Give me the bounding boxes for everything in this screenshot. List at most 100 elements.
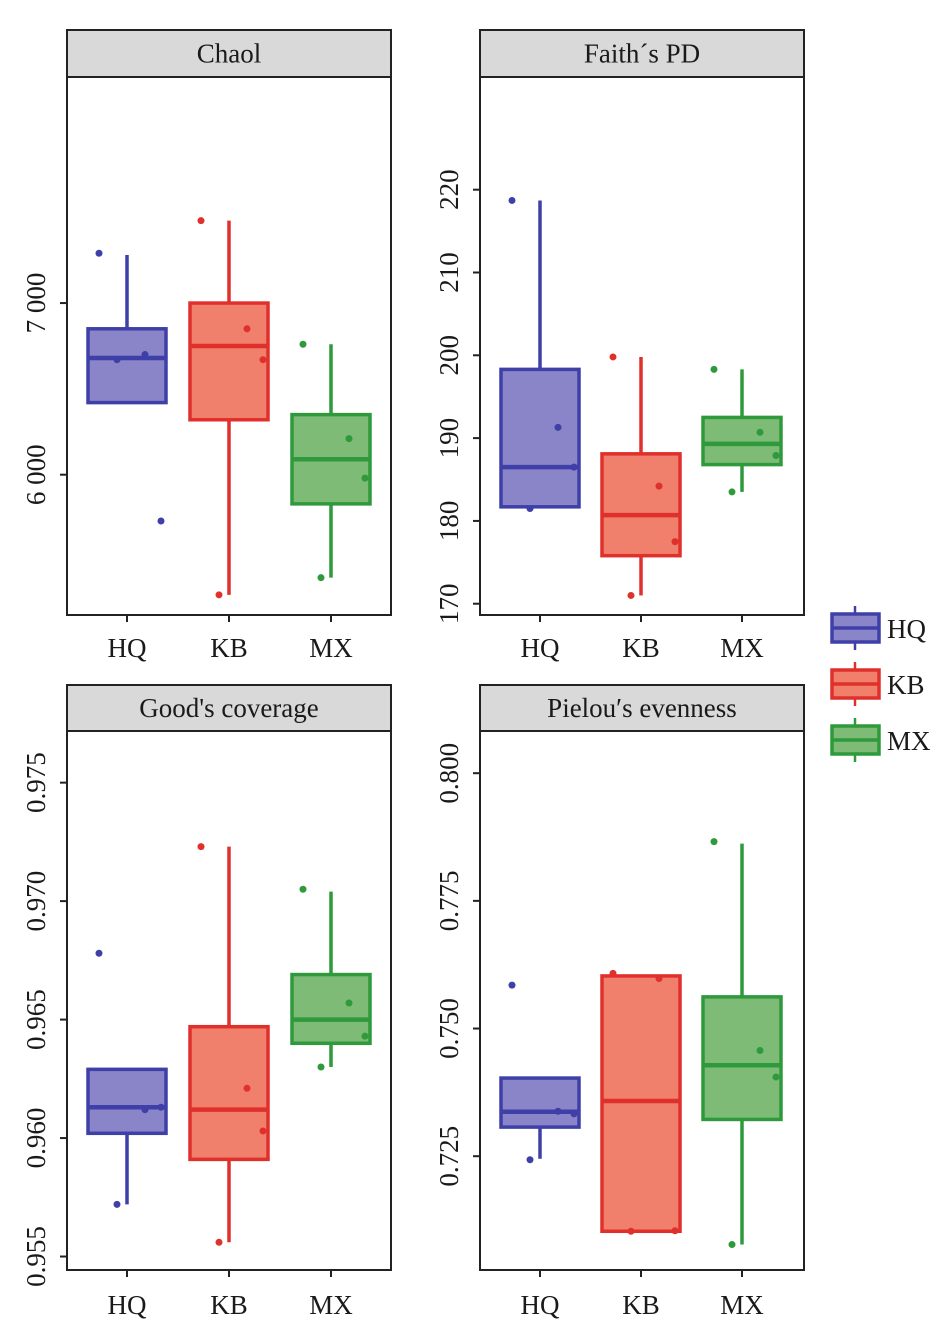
data-point xyxy=(215,591,223,599)
x-tick-label: MX xyxy=(720,633,764,663)
data-point xyxy=(361,474,369,482)
y-tick-label: 0.975 xyxy=(21,752,51,813)
data-point xyxy=(157,517,165,525)
box-HQ xyxy=(86,949,168,1208)
data-point xyxy=(710,838,718,846)
data-point xyxy=(756,428,764,436)
y-tick-label: 0.965 xyxy=(21,989,51,1050)
box-iqr xyxy=(499,1076,581,1129)
x-tick-label: MX xyxy=(309,1290,353,1320)
y-tick-label: 0.750 xyxy=(434,998,464,1059)
panel-title: Faith´s PD xyxy=(584,39,700,69)
box-KB xyxy=(188,843,270,1246)
box-MX xyxy=(701,365,783,496)
legend-item-MX: MX xyxy=(830,718,931,762)
y-tick-label: 6 000 xyxy=(21,444,51,505)
x-tick-label: KB xyxy=(210,1290,248,1320)
data-point xyxy=(627,591,635,599)
panel-title: Good's coverage xyxy=(139,693,319,723)
x-tick-label: KB xyxy=(622,633,660,663)
y-tick-label: 220 xyxy=(434,169,464,210)
box-HQ xyxy=(86,249,168,525)
x-tick-label: HQ xyxy=(521,1290,560,1320)
x-tick-label: HQ xyxy=(108,1290,147,1320)
data-point xyxy=(655,974,663,982)
box-HQ xyxy=(499,981,581,1164)
x-tick-label: KB xyxy=(622,1290,660,1320)
data-point xyxy=(554,423,562,431)
box-KB xyxy=(600,969,682,1235)
data-point xyxy=(141,1106,149,1114)
data-point xyxy=(215,1238,223,1246)
data-point xyxy=(756,1046,764,1054)
data-point xyxy=(609,353,617,361)
data-point xyxy=(361,1032,369,1040)
box-MX xyxy=(290,340,372,582)
y-tick-label: 0.955 xyxy=(21,1226,51,1287)
data-point xyxy=(243,325,251,333)
data-point xyxy=(259,1127,267,1135)
data-point xyxy=(508,196,516,204)
legend-label: KB xyxy=(887,670,925,700)
data-point xyxy=(317,1063,325,1071)
y-tick-label: 7 000 xyxy=(21,273,51,334)
legend: HQ KB MX xyxy=(830,606,931,762)
box-iqr xyxy=(701,415,783,467)
y-tick-label: 0.970 xyxy=(21,871,51,932)
data-point xyxy=(772,1073,780,1081)
y-tick-label: 180 xyxy=(434,501,464,542)
data-point xyxy=(197,843,205,851)
y-tick-label: 170 xyxy=(434,583,464,624)
box-iqr xyxy=(499,367,581,509)
panel-title: Pielou′s evenness xyxy=(547,693,737,723)
y-tick-label: 190 xyxy=(434,418,464,459)
data-point xyxy=(259,356,267,364)
data-point xyxy=(317,574,325,582)
panel-2: Good's coverage 0.955 0.960 0.965 0.970 0.975… xyxy=(21,684,392,1320)
y-tick-label: 200 xyxy=(434,335,464,376)
data-point xyxy=(113,1200,121,1208)
data-point xyxy=(345,435,353,443)
box-KB xyxy=(188,217,270,599)
data-point xyxy=(570,1110,578,1118)
box-iqr xyxy=(86,1067,168,1136)
data-point xyxy=(554,1107,562,1115)
data-point xyxy=(772,451,780,459)
data-point xyxy=(197,217,205,225)
data-point xyxy=(526,504,534,512)
y-tick-label: 210 xyxy=(434,252,464,293)
panel-0: Chaol 6 000 7 000 HQ KB MX xyxy=(21,29,392,663)
data-point xyxy=(95,249,103,257)
data-point xyxy=(655,482,663,490)
data-point xyxy=(671,1227,679,1235)
x-tick-label: MX xyxy=(720,1290,764,1320)
panel-strip xyxy=(66,684,392,732)
data-point xyxy=(728,1241,736,1249)
data-point xyxy=(508,981,516,989)
panel-title: Chaol xyxy=(197,39,262,69)
data-point xyxy=(671,538,679,546)
data-point xyxy=(627,1227,635,1235)
box-MX xyxy=(290,885,372,1071)
box-iqr xyxy=(86,327,168,405)
panel-strip xyxy=(479,684,805,732)
y-tick-label: 0.725 xyxy=(434,1126,464,1187)
panel-strip xyxy=(66,29,392,78)
panel-1: Faith´s PD 170 180 190 200 210 220 HQ KB MX xyxy=(434,29,805,663)
data-point xyxy=(141,351,149,359)
data-point xyxy=(526,1156,534,1164)
data-point xyxy=(113,356,121,364)
box-iqr xyxy=(600,974,682,1234)
box-iqr xyxy=(701,995,783,1122)
x-tick-label: MX xyxy=(309,633,353,663)
panel-strip xyxy=(479,29,805,78)
y-tick-label: 0.800 xyxy=(434,743,464,804)
legend-label: HQ xyxy=(887,614,926,644)
legend-item-KB: KB xyxy=(830,662,925,706)
box-iqr xyxy=(188,1024,270,1162)
data-point xyxy=(728,488,736,496)
box-HQ xyxy=(499,196,581,512)
data-point xyxy=(345,999,353,1007)
x-tick-label: KB xyxy=(210,633,248,663)
